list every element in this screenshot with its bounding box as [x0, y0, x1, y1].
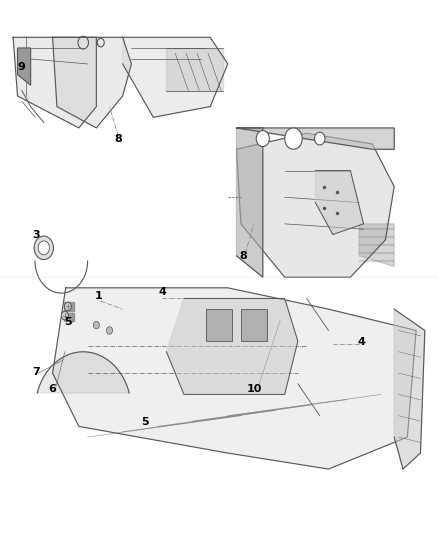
Circle shape [61, 311, 68, 320]
Circle shape [256, 131, 269, 147]
Bar [206, 309, 232, 341]
Polygon shape [53, 288, 416, 469]
Text: 6: 6 [49, 384, 57, 394]
Circle shape [64, 302, 71, 311]
Circle shape [93, 321, 99, 329]
Circle shape [34, 236, 53, 260]
Polygon shape [53, 37, 131, 128]
Text: 8: 8 [239, 251, 247, 261]
Circle shape [38, 241, 49, 255]
Polygon shape [359, 224, 394, 266]
Circle shape [314, 132, 325, 145]
Polygon shape [123, 37, 228, 117]
Text: 4: 4 [357, 337, 365, 347]
Text: 5: 5 [64, 318, 72, 327]
Polygon shape [166, 48, 223, 91]
Bar [241, 309, 267, 341]
Polygon shape [237, 128, 263, 277]
Text: 9: 9 [17, 62, 25, 71]
Text: 1: 1 [95, 291, 103, 301]
Polygon shape [37, 352, 129, 393]
Polygon shape [315, 171, 364, 235]
Text: 3: 3 [32, 230, 40, 239]
Polygon shape [18, 48, 31, 85]
Polygon shape [64, 302, 74, 311]
Polygon shape [237, 128, 394, 149]
Text: 7: 7 [32, 367, 40, 376]
Polygon shape [166, 298, 298, 394]
Text: 10: 10 [246, 384, 262, 394]
Polygon shape [394, 309, 425, 469]
Circle shape [106, 327, 113, 334]
Text: 4: 4 [158, 287, 166, 297]
Text: 5: 5 [141, 417, 149, 427]
Polygon shape [64, 313, 74, 321]
Text: 8: 8 [114, 134, 122, 143]
Circle shape [285, 128, 302, 149]
Polygon shape [13, 37, 96, 128]
Polygon shape [237, 133, 394, 277]
